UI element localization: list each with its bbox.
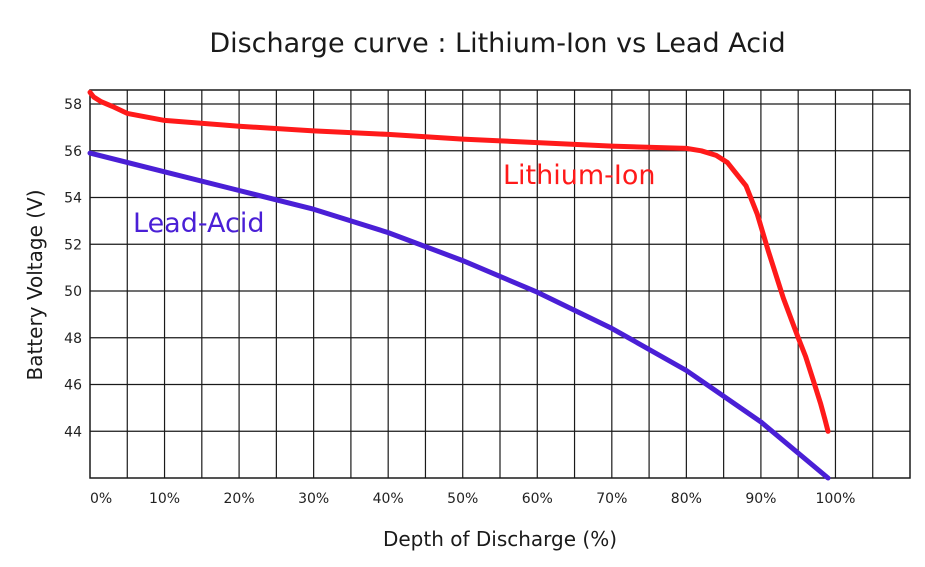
y-tick-label: 54 xyxy=(64,191,82,207)
series-labels: Lithium-Ion Lead-Acid xyxy=(133,160,656,239)
y-tick-labels: 44 46 48 50 52 54 56 58 xyxy=(64,97,82,440)
x-axis-label: Depth of Discharge (%) xyxy=(382,527,618,551)
x-tick-labels: 0% 10% 20% 30% 40% 50% 60% 70% 80% 90% 100% xyxy=(90,491,855,507)
y-tick-label: 56 xyxy=(64,144,82,160)
x-tick-label: 70% xyxy=(596,491,627,507)
series-line xyxy=(87,150,831,481)
x-tick-label: 40% xyxy=(373,491,404,507)
series-label-lithium-ion: Lithium-Ion xyxy=(503,160,656,191)
y-tick-label: 50 xyxy=(64,284,82,300)
chart-grid xyxy=(89,89,911,479)
y-tick-label: 52 xyxy=(64,237,82,253)
x-tick-label: 90% xyxy=(745,491,776,507)
x-tick-label: 20% xyxy=(224,491,255,507)
y-tick-label: 44 xyxy=(64,424,82,440)
x-tick-label: 100% xyxy=(815,491,855,507)
y-tick-label: 48 xyxy=(64,331,82,347)
x-tick-label: 30% xyxy=(298,491,329,507)
x-tick-label: 0% xyxy=(90,491,112,507)
y-tick-label: 46 xyxy=(64,378,82,394)
x-tick-label: 60% xyxy=(522,491,553,507)
y-tick-label: 58 xyxy=(64,97,82,113)
x-tick-label: 10% xyxy=(149,491,180,507)
chart-title: Discharge curve : Lithium-Ion vs Lead Ac… xyxy=(209,28,786,59)
x-tick-label: 80% xyxy=(671,491,702,507)
series-label-lead-acid: Lead-Acid xyxy=(133,208,265,239)
series-line xyxy=(87,89,831,434)
chart-series xyxy=(87,89,831,481)
x-tick-label: 50% xyxy=(447,491,478,507)
